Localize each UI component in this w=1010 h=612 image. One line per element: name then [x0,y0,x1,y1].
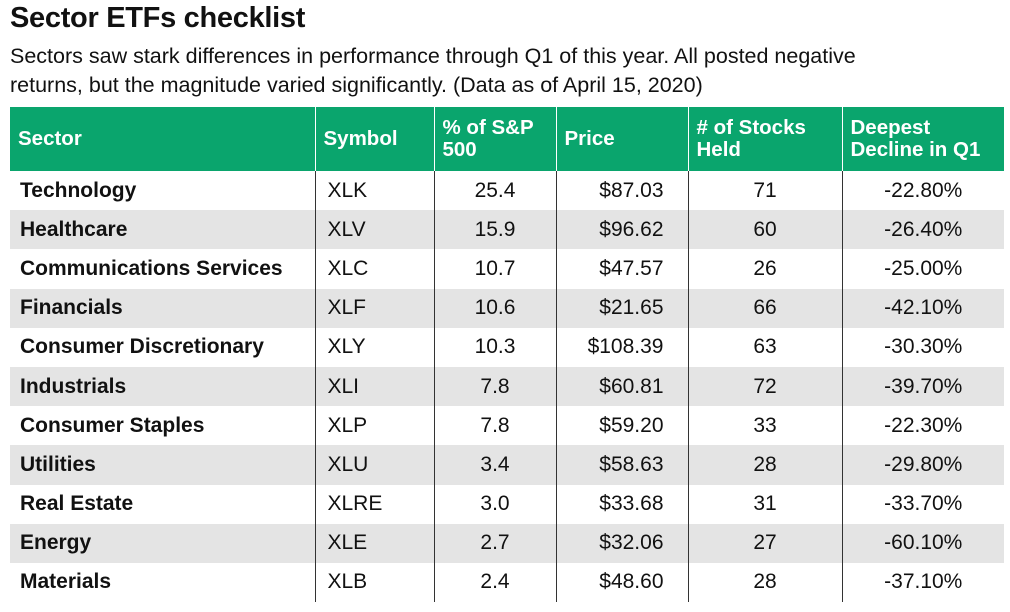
table-row: Consumer Staples XLP 7.8 $59.20 33 -22.30% [10,406,1004,446]
cell-stocks-held: 63 [688,327,843,367]
cell-symbol: XLY [315,327,435,367]
table-row: Consumer Discretionary XLY 10.3 $108.39 63 -3… [10,327,1004,367]
cell-sector: Utilities [10,445,316,485]
cell-symbol: XLB [315,562,435,603]
cell-pct-sp500: 7.8 [434,406,557,446]
table-row: Communications Services XLC 10.7 $47.57 26 -2… [10,249,1004,289]
cell-pct-sp500: 25.4 [434,171,557,211]
cell-sector: Consumer Staples [10,406,316,446]
table-row: Materials XLB 2.4 $48.60 28 -37.10% [10,562,1004,603]
table-row: Utilities XLU 3.4 $58.63 28 -29.80% [10,445,1004,485]
cell-deepest-decline: -26.40% [842,210,1004,250]
cell-deepest-decline: -60.10% [842,523,1004,563]
header-deepest-decline: Deepest Decline in Q1 [842,107,1004,171]
cell-stocks-held: 60 [688,210,843,250]
table-header-row: Sector Symbol % of S&P 500 Price # of St… [10,107,1004,171]
table-row: Healthcare XLV 15.9 $96.62 60 -26.40% [10,210,1004,250]
cell-price: $59.20 [556,406,689,446]
header-symbol: Symbol [315,107,435,171]
cell-symbol: XLV [315,210,435,250]
cell-price: $47.57 [556,249,689,289]
cell-sector: Consumer Discretionary [10,327,316,367]
cell-price: $96.62 [556,210,689,250]
cell-stocks-held: 66 [688,288,843,328]
cell-price: $108.39 [556,327,689,367]
cell-stocks-held: 33 [688,406,843,446]
sector-etf-table: Sector Symbol % of S&P 500 Price # of St… [10,107,1004,603]
cell-pct-sp500: 2.7 [434,523,557,563]
header-pct-sp500: % of S&P 500 [434,107,557,171]
cell-symbol: XLK [315,171,435,211]
cell-stocks-held: 31 [688,484,843,524]
cell-deepest-decline: -30.30% [884,335,963,359]
cell-deepest-decline: -22.30% [884,413,963,437]
cell-price: $33.68 [556,484,689,524]
cell-price: $87.03 [556,171,689,211]
cell-deepest-decline: -37.10% [884,570,963,594]
header-price: Price [556,107,689,171]
cell-sector: Real Estate [10,484,316,524]
cell-symbol: XLC [315,249,435,289]
cell-pct-sp500: 10.7 [434,249,557,289]
page-title: Sector ETFs checklist [10,2,306,34]
cell-symbol: XLRE [315,484,435,524]
cell-deepest-decline: -39.70% [842,366,1004,407]
table-row: Financials XLF 10.6 $21.65 66 -42.10% [10,288,1004,328]
cell-price: $58.63 [556,445,689,485]
cell-pct-sp500: 2.4 [434,562,557,603]
cell-sector: Industrials [10,366,316,407]
cell-symbol: XLU [315,445,435,485]
cell-pct-sp500: 7.8 [434,366,557,407]
cell-price: $60.81 [556,366,689,407]
cell-symbol: XLP [315,406,435,446]
page-subtitle: Sectors saw stark differences in perform… [10,44,856,97]
cell-price: $21.65 [556,288,689,328]
cell-pct-sp500: 10.6 [434,288,557,328]
cell-deepest-decline: -29.80% [842,445,1004,485]
cell-sector: Healthcare [10,210,316,250]
header-sector: Sector [10,107,316,171]
cell-sector: Energy [10,523,316,563]
cell-sector: Materials [10,562,316,603]
header-stocks-held: # of Stocks Held [688,107,843,171]
cell-deepest-decline: -22.80% [884,178,963,202]
cell-deepest-decline: -42.10% [842,288,1004,328]
table-row: Technology XLK 25.4 $87.03 71 -22.80% [10,171,1004,211]
table-row: Energy XLE 2.7 $32.06 27 -60.10% [10,523,1004,563]
cell-pct-sp500: 3.0 [434,484,557,524]
cell-stocks-held: 27 [688,523,843,563]
table-row: Real Estate XLRE 3.0 $33.68 31 -33.70% [10,484,1004,524]
cell-stocks-held: 72 [688,366,843,407]
cell-stocks-held: 28 [688,562,843,603]
cell-stocks-held: 71 [688,171,843,211]
cell-stocks-held: 28 [688,445,843,485]
cell-pct-sp500: 15.9 [434,210,557,250]
cell-sector: Communications Services [10,249,316,289]
cell-symbol: XLF [315,288,435,328]
cell-deepest-decline: -25.00% [884,256,963,280]
cell-pct-sp500: 3.4 [434,445,557,485]
cell-stocks-held: 26 [688,249,843,289]
table-row: Industrials XLI 7.8 $60.81 72 -39.70% [10,366,1004,407]
cell-price: $48.60 [556,562,689,603]
cell-sector: Financials [10,288,316,328]
cell-sector: Technology [10,171,316,211]
cell-symbol: XLE [315,523,435,563]
cell-price: $32.06 [556,523,689,563]
cell-symbol: XLI [315,366,435,407]
cell-pct-sp500: 10.3 [434,327,557,367]
cell-deepest-decline: -33.70% [884,492,963,516]
